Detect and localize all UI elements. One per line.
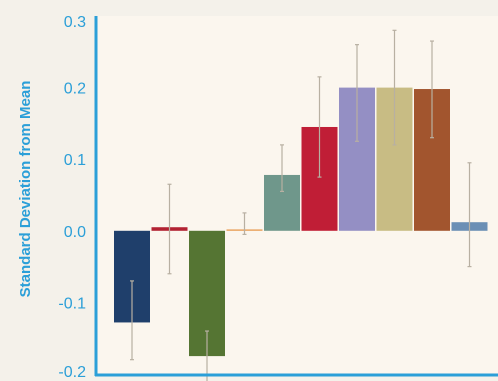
error-bar-2 [167,183,172,275]
error-bar-9 [430,40,434,139]
y-tick-label: 0.0 [64,224,86,241]
y-tick-label: 0.3 [64,14,86,31]
y-tick-label: -0.2 [58,364,86,381]
error-bar-1 [130,280,134,361]
error-bars-layer [130,29,472,381]
error-bar-4 [242,212,247,235]
y-axis-title: Standard Deviation from Mean [17,81,34,298]
y-tick-label: 0.2 [64,81,86,98]
error-bar-3 [205,330,209,381]
error-bar-5 [280,144,284,193]
y-tick-labels: 0.3 0.2 0.1 0.0 -0.1 -0.2 [58,14,86,381]
y-tick-label: 0.1 [64,152,86,169]
y-tick-label: -0.1 [58,295,86,312]
error-bar-7 [355,44,359,142]
error-bar-10 [467,162,472,268]
error-bar-6 [317,76,322,178]
error-bar-8 [392,29,397,146]
